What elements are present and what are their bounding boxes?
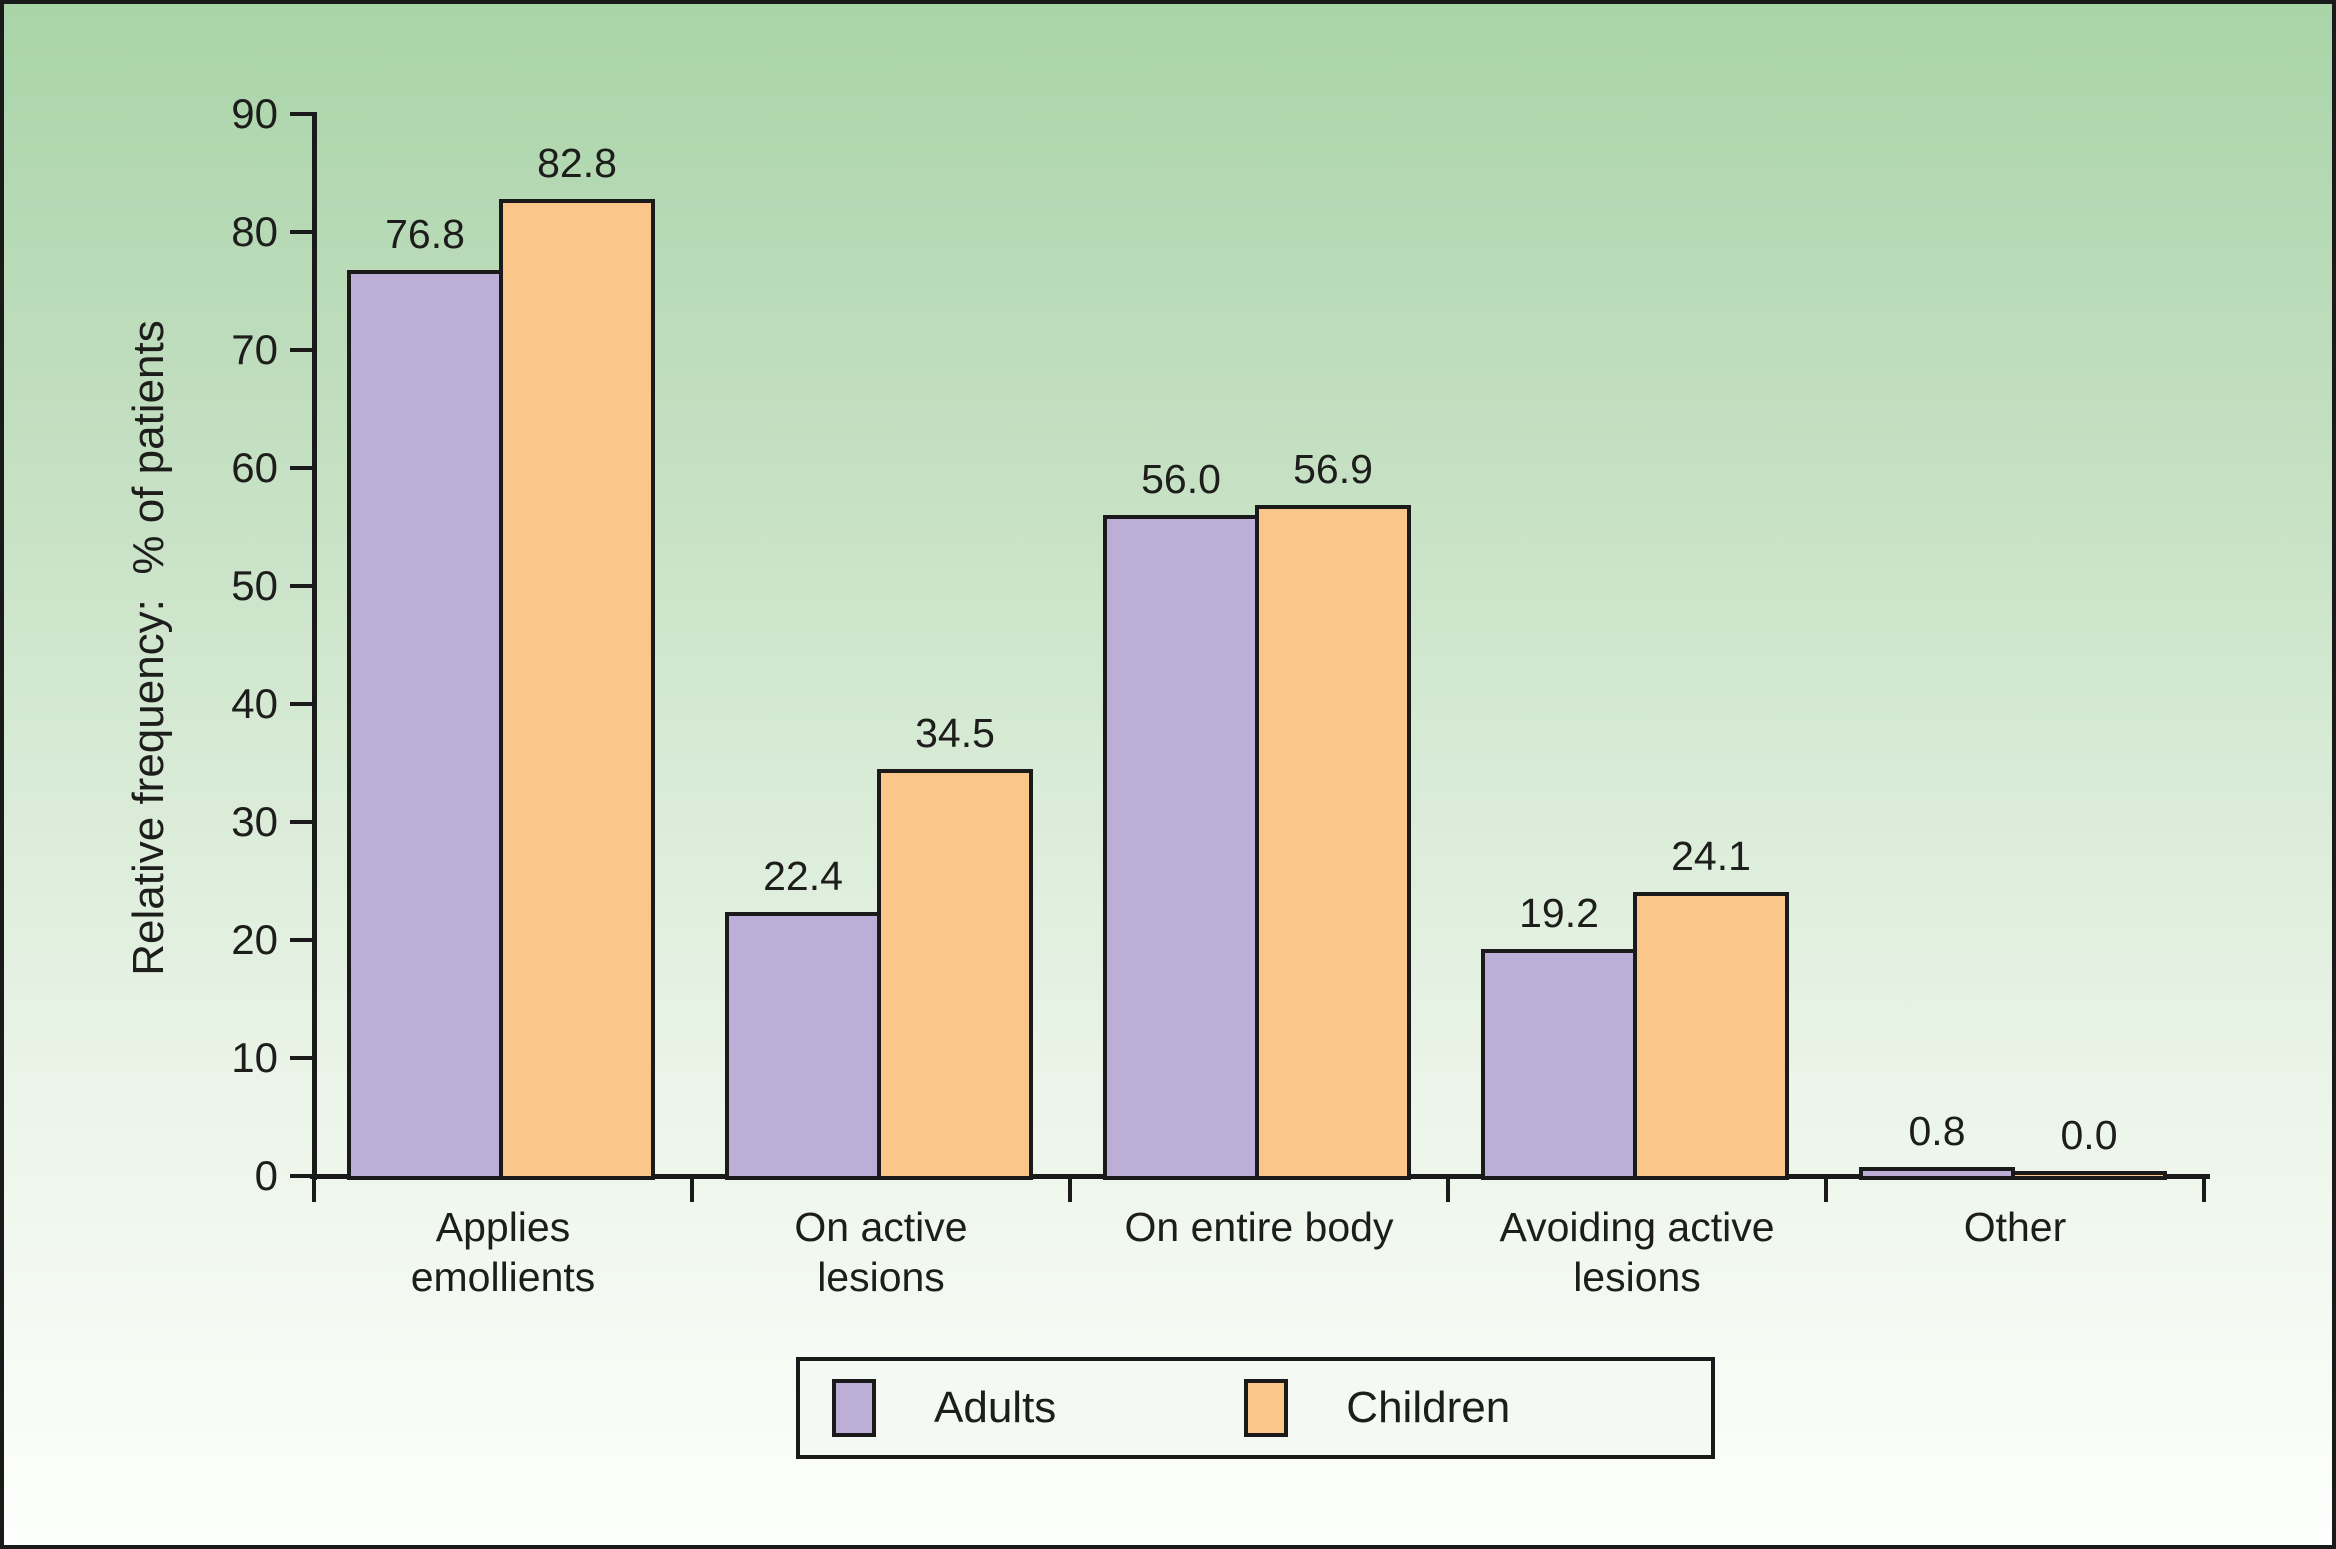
bar-adults-4	[1859, 1167, 2015, 1180]
legend-label: Children	[1346, 1383, 1511, 1432]
category-label-3: Avoiding active lesions	[1499, 1204, 1775, 1300]
value-label: 19.2	[1519, 890, 1599, 936]
legend-entry-children: Children	[1244, 1379, 1510, 1437]
category-label-4: Other	[1963, 1204, 2067, 1250]
y-tick-label: 70	[231, 326, 278, 373]
category-label-1: On active lesions	[794, 1204, 968, 1300]
x-tick-mark	[690, 1176, 694, 1202]
value-label: 56.0	[1141, 456, 1221, 502]
value-label: 76.8	[385, 211, 465, 257]
value-label: 24.1	[1671, 833, 1751, 879]
bar-children-4	[2011, 1171, 2167, 1180]
y-axis-title: Relative frequency: % of patients	[124, 320, 173, 976]
y-tick-mark	[290, 112, 312, 116]
y-tick-label: 40	[231, 680, 278, 727]
value-label: 0.8	[1908, 1108, 1966, 1154]
value-label: 34.5	[915, 710, 995, 756]
category-label-0: Applies emollients	[410, 1204, 596, 1300]
legend-swatch-adults	[832, 1379, 876, 1437]
x-tick-mark	[1824, 1176, 1828, 1202]
y-tick-label: 0	[254, 1152, 278, 1199]
x-tick-mark	[1068, 1176, 1072, 1202]
value-label: 0.0	[2060, 1112, 2118, 1158]
value-label: 56.9	[1293, 446, 1373, 492]
bar-adults-3	[1481, 949, 1637, 1180]
bar-children-1	[877, 769, 1033, 1180]
category-label-2: On entire body	[1124, 1204, 1394, 1250]
x-tick-mark	[312, 1176, 316, 1202]
bar-children-3	[1633, 892, 1789, 1180]
y-tick-mark	[290, 1056, 312, 1060]
y-tick-label: 10	[231, 1034, 278, 1081]
x-tick-mark	[2202, 1176, 2206, 1202]
y-tick-mark	[290, 820, 312, 824]
y-tick-label: 60	[231, 444, 278, 491]
value-label: 82.8	[537, 140, 617, 186]
legend-label: Adults	[934, 1383, 1057, 1432]
y-axis-line	[312, 112, 317, 1180]
y-tick-label: 20	[231, 916, 278, 963]
y-tick-label: 90	[231, 90, 278, 137]
y-tick-label: 50	[231, 562, 278, 609]
bar-children-0	[499, 199, 655, 1180]
y-tick-label: 80	[231, 208, 278, 255]
value-label: 22.4	[763, 853, 843, 899]
y-tick-mark	[290, 230, 312, 234]
bar-adults-2	[1103, 515, 1259, 1180]
y-tick-mark	[290, 348, 312, 352]
legend: Adults Children	[796, 1357, 1715, 1459]
bar-children-2	[1255, 505, 1411, 1180]
y-tick-mark	[290, 1174, 312, 1178]
x-tick-mark	[1446, 1176, 1450, 1202]
legend-entry-adults: Adults	[832, 1379, 1056, 1437]
y-tick-mark	[290, 702, 312, 706]
legend-swatch-children	[1244, 1379, 1289, 1437]
y-tick-mark	[290, 584, 312, 588]
y-tick-mark	[290, 466, 312, 470]
bar-adults-0	[347, 270, 503, 1180]
bar-adults-1	[725, 912, 881, 1180]
y-tick-label: 30	[231, 798, 278, 845]
y-tick-mark	[290, 938, 312, 942]
